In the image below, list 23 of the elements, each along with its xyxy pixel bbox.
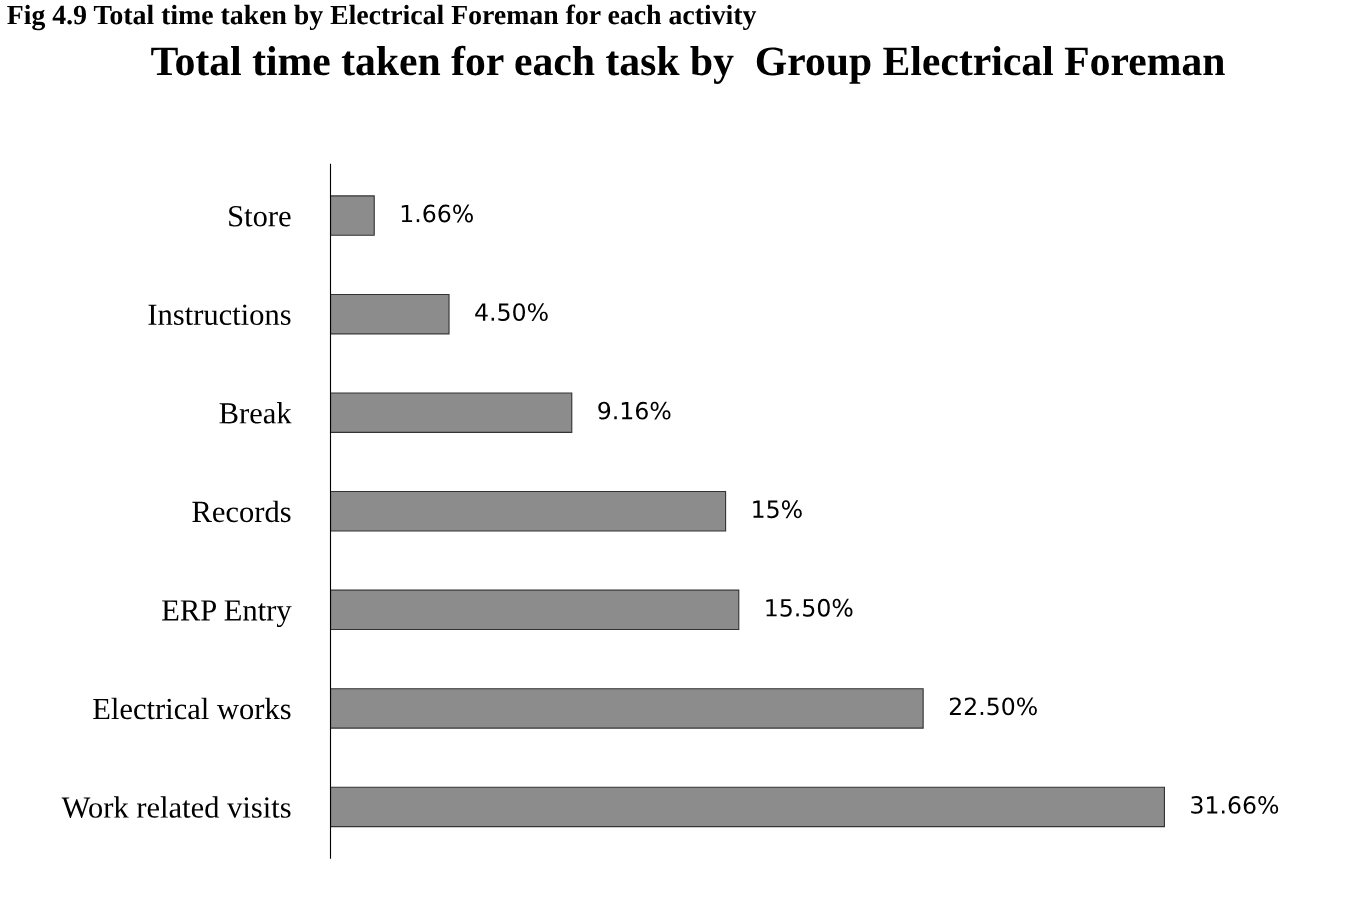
y-tick-label: Electrical works: [93, 697, 291, 720]
y-tick-label: Work related visits: [61, 796, 291, 819]
bar: [330, 688, 924, 729]
y-tick-label: Records: [192, 500, 291, 523]
data-label: 15.50%: [766, 598, 853, 617]
bar: [330, 786, 1165, 828]
data-label: 31.66%: [1191, 795, 1279, 814]
bar: [330, 293, 450, 335]
y-tick-label: Instructions: [148, 304, 291, 326]
y-tick-label: Break: [219, 402, 292, 424]
bar: [330, 589, 740, 631]
data-label: 15%: [753, 500, 802, 519]
data-label: 4.50%: [475, 303, 548, 322]
chart-title: Total time taken for each task by Group Electrical Foreman: [151, 45, 1225, 84]
bar: [330, 195, 375, 236]
data-label: 9.16%: [598, 401, 671, 420]
y-tick-label: Store: [229, 205, 291, 227]
data-label: 22.50%: [949, 697, 1037, 716]
y-tick-label: ERP Entry: [162, 600, 292, 627]
bar: [330, 392, 573, 433]
bar: [330, 491, 727, 532]
caption: Fig 4.9 Total time taken by Electrical Foreman for each activity: [7, 4, 757, 31]
data-label: 1.66%: [401, 204, 473, 223]
